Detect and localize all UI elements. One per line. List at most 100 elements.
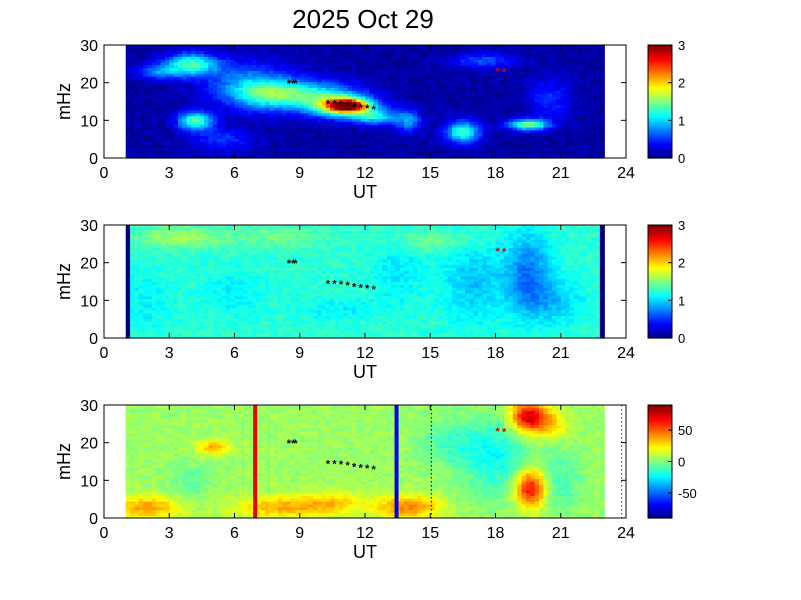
heatmap-cell: [325, 56, 331, 60]
heatmap-cell: [251, 70, 257, 74]
heatmap-cell: [177, 47, 183, 52]
heatmap-cell: [160, 73, 166, 77]
heatmap-cell: [225, 64, 231, 69]
heatmap-cell: [173, 112, 179, 117]
heatmap-cell: [225, 73, 231, 77]
heatmap-cell: [160, 101, 166, 105]
heatmap-cell: [147, 76, 153, 80]
heatmap-cell: [212, 112, 218, 117]
heatmap-cell: [156, 50, 162, 55]
heatmap-cell: [312, 118, 318, 122]
heatmap-cell: [334, 101, 340, 105]
heatmap-cell: [164, 98, 170, 103]
heatmap-cell: [365, 81, 370, 86]
heatmap-cell: [195, 132, 201, 136]
heatmap-cell: [204, 107, 209, 111]
heatmap-cell: [273, 129, 279, 134]
heatmap-cell: [225, 152, 231, 156]
heatmap-cell: [195, 95, 201, 100]
heatmap-cell: [160, 61, 166, 66]
heatmap-cell: [295, 138, 301, 142]
heatmap-cell: [412, 45, 418, 49]
heatmap-cell: [338, 126, 344, 131]
heatmap-cell: [330, 78, 336, 83]
heatmap-cell: [217, 112, 223, 117]
heatmap-cell: [195, 50, 201, 55]
heatmap-cell: [282, 126, 288, 131]
heatmap-cell: [151, 132, 157, 136]
heatmap-cell: [164, 90, 170, 94]
heatmap-cell: [225, 47, 231, 52]
heatmap-cell: [565, 45, 571, 49]
heatmap-cell: [343, 84, 349, 88]
heatmap-cell: [177, 135, 183, 139]
heatmap-cell: [347, 118, 353, 122]
heatmap-cell: [251, 124, 257, 128]
heatmap-cell: [330, 129, 336, 134]
x-tick-label: 21: [552, 165, 570, 182]
heatmap-cell: [134, 124, 140, 128]
heatmap-cell: [365, 124, 370, 128]
heatmap-cell: [351, 90, 357, 94]
heatmap-cell: [304, 93, 310, 97]
heatmap-cell: [208, 47, 214, 52]
heatmap-cell: [191, 101, 196, 105]
heatmap-cell: [160, 107, 166, 111]
heatmap-cell: [356, 87, 362, 91]
heatmap-cell: [208, 73, 214, 77]
heatmap-cell: [164, 115, 170, 120]
heatmap-cell: [125, 109, 131, 114]
heatmap-cell: [169, 132, 175, 136]
heatmap-cell: [147, 56, 153, 60]
heatmap-cell: [264, 84, 270, 88]
heatmap-cell: [317, 129, 323, 134]
heatmap-cell: [208, 67, 214, 72]
heatmap-cell: [295, 109, 301, 114]
heatmap-cell: [330, 87, 336, 91]
heatmap-cell: [230, 118, 236, 122]
heatmap-cell: [173, 53, 179, 57]
heatmap-cell: [304, 81, 310, 86]
heatmap-cell: [299, 84, 305, 88]
heatmap-cell: [143, 61, 149, 66]
heatmap-cell: [195, 112, 201, 117]
heatmap-cell: [391, 45, 397, 49]
heatmap-cell: [312, 67, 318, 72]
heatmap-cell: [191, 104, 196, 108]
heatmap-cell: [160, 109, 166, 114]
heatmap-cell: [282, 121, 288, 125]
heatmap-cell: [278, 84, 283, 88]
heatmap-cell: [221, 59, 227, 63]
heatmap-cell: [308, 146, 314, 151]
heatmap-cell: [330, 118, 336, 122]
heatmap-cell: [382, 87, 388, 91]
heatmap-cell: [191, 149, 196, 153]
heatmap-cell: [164, 118, 170, 122]
heatmap-cell: [325, 73, 331, 77]
heatmap-cell: [191, 98, 196, 103]
heatmap-cell: [382, 155, 388, 159]
heatmap-cell: [138, 78, 144, 83]
heatmap-cell: [330, 138, 336, 142]
heatmap-cell: [225, 155, 231, 159]
heatmap-cell: [382, 146, 388, 151]
heatmap-cell: [330, 109, 336, 114]
heatmap-cell: [278, 132, 283, 136]
heatmap-cell: [238, 95, 244, 100]
heatmap-cell: [160, 104, 166, 108]
heatmap-cell: [312, 124, 318, 128]
heatmap-cell: [177, 129, 183, 134]
heatmap-cell: [234, 126, 240, 131]
heatmap-cell: [299, 152, 305, 156]
heatmap-cell: [278, 124, 283, 128]
heatmap-cell: [147, 152, 153, 156]
heatmap-cell: [365, 45, 370, 49]
heatmap-cell: [286, 67, 292, 72]
heatmap-cell: [195, 87, 201, 91]
heatmap-cell: [373, 126, 379, 131]
heatmap-cell: [330, 45, 336, 49]
heatmap-cell: [164, 126, 170, 131]
heatmap-cell: [334, 138, 340, 142]
heatmap-cell: [138, 61, 144, 66]
heatmap-cell: [343, 138, 349, 142]
